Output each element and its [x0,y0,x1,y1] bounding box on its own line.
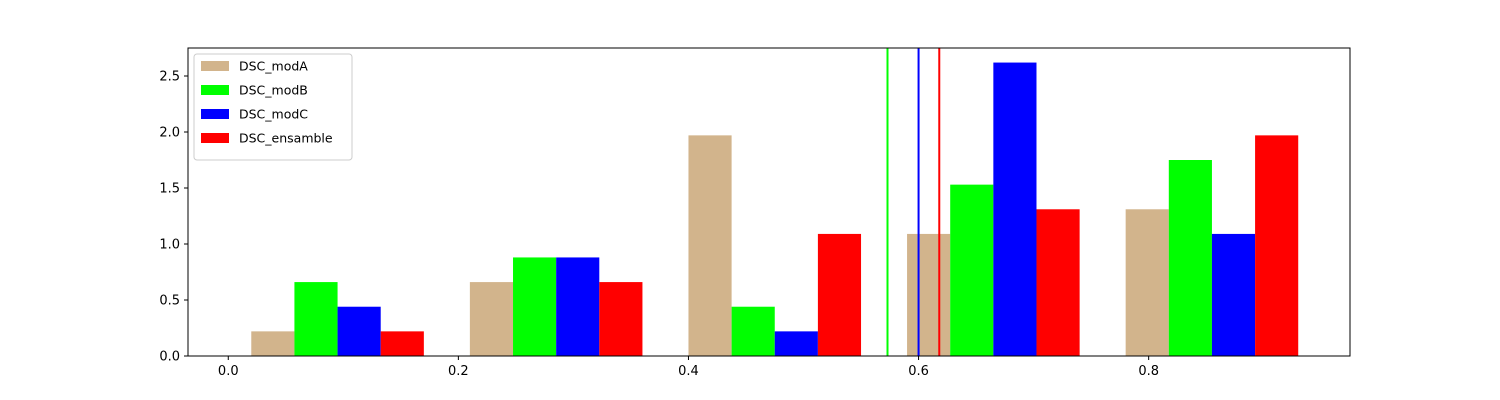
y-tick-label: 1.0 [159,238,180,253]
bar-dsc-moda-1 [469,282,514,356]
x-tick-label: 0.8 [1138,364,1159,379]
x-axis: 0.0 0.2 0.4 0.6 0.8 [218,356,1159,379]
y-tick-label: 2.0 [159,126,180,141]
bar-dsc-modc-4 [1211,233,1256,356]
bar-dsc-ensamble-1 [599,282,643,356]
legend-label: DSC_modA [239,59,308,74]
bar-dsc-moda-4 [1125,209,1169,356]
bar-dsc-modb-4 [1168,160,1212,356]
legend-label: DSC_modC [239,107,308,122]
y-tick-label: 0.0 [159,350,180,365]
legend-swatch [201,133,229,143]
x-tick-label: 0.0 [218,364,239,379]
legend-label: DSC_modB [239,83,308,98]
bar-dsc-ensamble-3 [1036,209,1080,356]
legend-swatch [201,61,229,71]
legend-swatch [201,85,229,95]
bar-dsc-modb-0 [294,282,338,356]
y-tick-label: 1.5 [159,182,180,197]
x-tick-label: 0.6 [908,364,929,379]
bar-dsc-modc-0 [337,306,381,356]
bar-dsc-ensamble-2 [817,233,862,356]
x-tick-label: 0.2 [448,364,469,379]
bar-dsc-modc-3 [993,62,1037,357]
y-axis: 0.0 0.5 1.0 1.5 2.0 2.5 [159,70,188,365]
y-tick-label: 2.5 [159,70,180,85]
bar-dsc-modc-1 [556,257,600,356]
bar-dsc-ensamble-4 [1255,135,1299,356]
x-tick-label: 0.4 [678,364,699,379]
bar-dsc-modc-2 [774,331,818,356]
bar-dsc-moda-2 [688,135,732,356]
vertical-lines [886,48,941,356]
legend-label: DSC_ensamble [239,131,333,146]
legend-swatch [201,109,229,119]
plot-frame [187,47,1351,357]
bar-dsc-ensamble-0 [380,331,424,356]
bar-dsc-modb-1 [513,257,557,356]
legend: DSC_modA DSC_modB DSC_modC DSC_ensamble [193,53,353,161]
bars [251,62,1299,357]
y-tick-label: 0.5 [159,294,180,309]
legend-box [193,53,353,161]
bar-dsc-modb-3 [950,184,994,356]
bar-dsc-modb-2 [731,306,775,356]
bar-dsc-moda-0 [251,331,295,356]
bar-dsc-moda-3 [907,233,951,356]
